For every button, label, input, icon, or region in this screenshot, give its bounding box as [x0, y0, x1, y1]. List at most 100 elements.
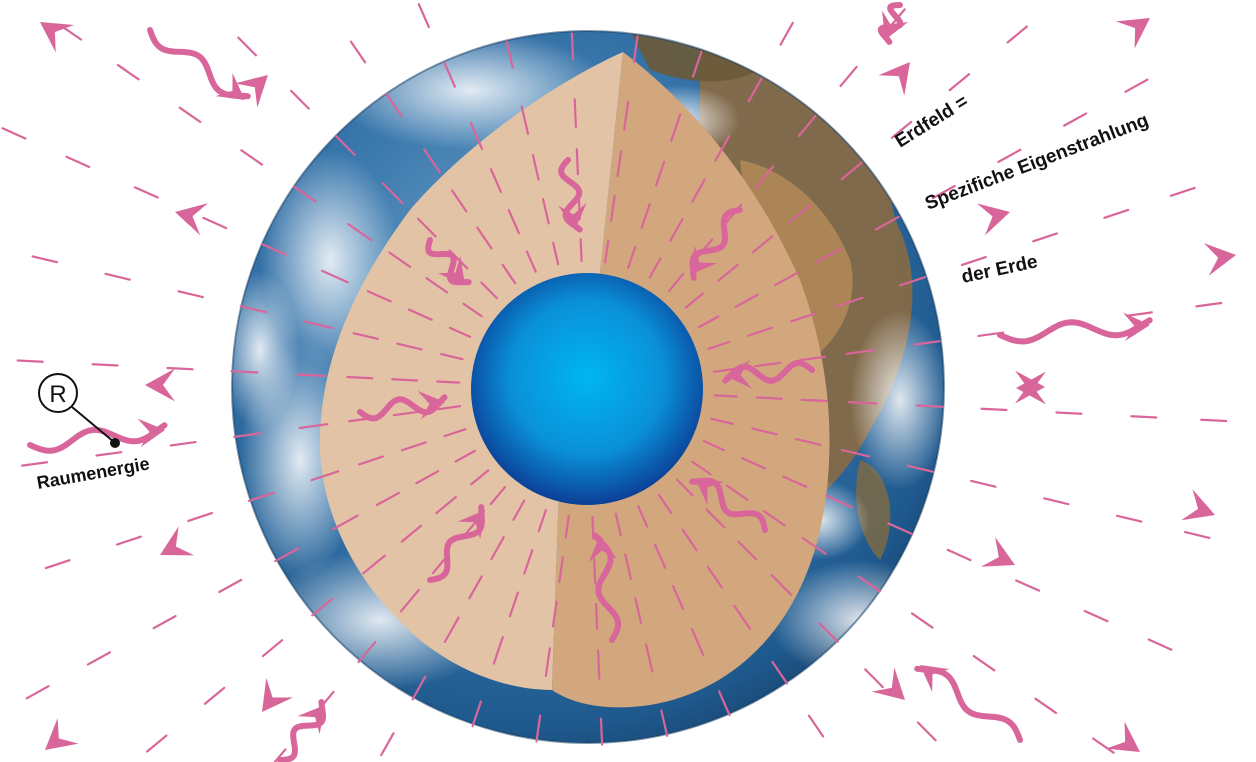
ray-dash — [435, 496, 457, 515]
ray-dash — [490, 536, 505, 561]
ray-dash — [755, 396, 783, 400]
ray-dash — [1015, 579, 1041, 592]
ray-dash — [627, 245, 637, 269]
ray-dash — [946, 548, 972, 562]
ray-dash — [800, 398, 828, 403]
ray-dash — [352, 332, 379, 341]
ray-dash — [899, 276, 927, 287]
ray-dash — [795, 437, 822, 446]
ray-dash — [392, 410, 420, 417]
ray-dash — [451, 189, 468, 213]
ray-dash — [535, 714, 542, 743]
ray-dash — [133, 186, 159, 199]
ray-dash — [710, 417, 734, 425]
ray-dash — [1006, 25, 1029, 44]
ray-dash — [440, 353, 464, 361]
ray-dash — [415, 470, 440, 485]
ray-dash — [725, 484, 749, 501]
ray-dash — [839, 65, 858, 88]
legend: R Raumenergie — [35, 373, 151, 493]
ray-dash — [239, 305, 268, 314]
ray-dash — [454, 449, 477, 463]
ray-dash — [247, 491, 275, 502]
wave-arrowhead — [920, 665, 950, 693]
ray-dash — [237, 36, 258, 57]
ray-dash — [296, 373, 327, 378]
ray-dash — [443, 428, 467, 438]
ray-dash — [624, 553, 633, 581]
ray-dash — [906, 464, 935, 473]
ray-dash — [1034, 697, 1058, 715]
ray-dash — [717, 263, 739, 282]
ray-dash — [417, 3, 430, 29]
ray-dash — [604, 239, 610, 264]
ray-dash — [705, 508, 726, 529]
legend-label: Raumenergie — [35, 453, 151, 493]
ray-dash — [697, 315, 720, 329]
field-label: Erdfeld = Spezifiche Eigenstrahlung der … — [892, 91, 1152, 288]
ray-dash — [779, 21, 794, 46]
ray-dash — [1103, 208, 1130, 219]
ray-dash — [425, 277, 449, 294]
ray-arrowhead — [980, 537, 1015, 567]
ray-dash — [531, 154, 540, 181]
ray-dash — [997, 148, 1022, 163]
ray-dash — [747, 326, 774, 337]
ray-dash — [754, 165, 775, 190]
ray-dash — [706, 565, 723, 589]
ray-dash — [91, 363, 119, 367]
ray-dash — [1043, 497, 1070, 506]
ray-dash — [385, 93, 403, 118]
ray-arrowhead — [45, 718, 79, 750]
ray-dash — [321, 269, 349, 284]
ray-dash — [202, 216, 228, 230]
ray-dash — [771, 660, 789, 685]
ray-dash — [774, 271, 799, 287]
legend-leader-line — [71, 406, 115, 443]
ray-dash — [492, 635, 504, 665]
ray-dash — [25, 685, 50, 700]
ray-dash — [218, 578, 243, 594]
ray-dash — [670, 113, 682, 143]
ray-dash — [104, 272, 131, 281]
wave-arrowhead — [297, 705, 325, 735]
ray-dash — [690, 627, 705, 656]
ray-dash — [380, 732, 395, 757]
ray-dash — [347, 223, 373, 242]
energy-wave — [277, 699, 326, 762]
ray-dash — [970, 479, 997, 488]
ray-dash — [948, 73, 971, 92]
ray-dash — [436, 380, 461, 384]
ray-arrowhead — [878, 62, 910, 96]
ray-arrowhead — [1203, 243, 1236, 276]
ray-dash — [754, 361, 782, 368]
ray-dash — [916, 721, 937, 742]
ray-dash — [520, 105, 530, 135]
label-erdfeld: Erdfeld = — [892, 91, 973, 152]
ray-dash — [462, 302, 483, 318]
ray-dash — [366, 290, 392, 303]
ray-dash — [915, 404, 944, 408]
ray-dash — [1091, 737, 1115, 754]
ray-dash — [737, 540, 758, 561]
ray-dash — [691, 178, 706, 203]
ray-dash — [31, 255, 59, 264]
ray-arrowhead — [976, 203, 1010, 236]
ray-dash — [874, 215, 900, 231]
ray-dash — [407, 308, 433, 321]
ray-dash — [177, 290, 204, 299]
ray-dash — [44, 559, 71, 570]
ray-dash — [544, 647, 551, 678]
ray-dash — [960, 255, 987, 266]
ray-dash — [818, 622, 839, 643]
ray-dash — [798, 355, 826, 362]
ray-dash — [437, 405, 462, 411]
label-eigenstrahlung: Spezifiche Eigenstrahlung — [922, 110, 1151, 215]
ray-dash — [1147, 638, 1173, 651]
field-rays — [1, 3, 1228, 762]
energy-wave — [914, 665, 1023, 743]
ray-dash — [298, 423, 329, 430]
ray-dash — [887, 522, 914, 536]
ray-dash — [579, 238, 583, 263]
